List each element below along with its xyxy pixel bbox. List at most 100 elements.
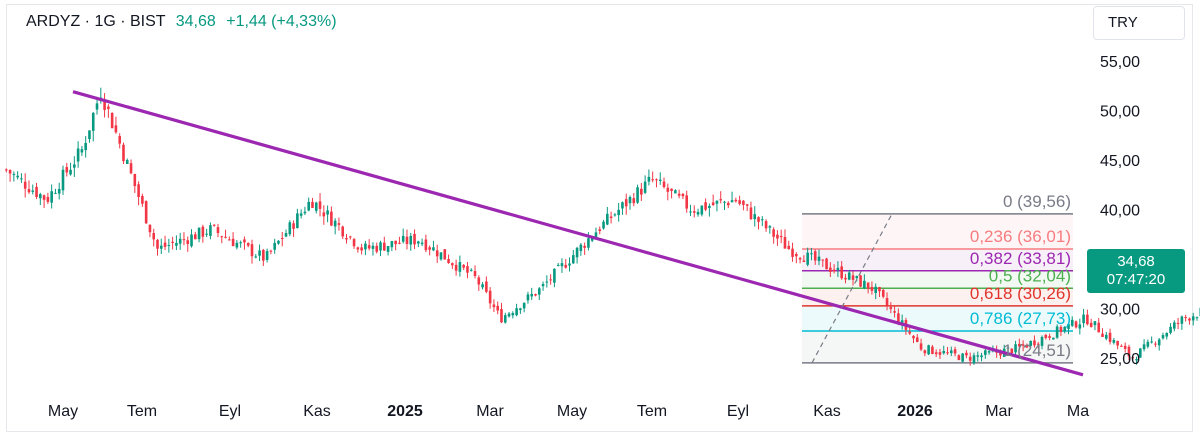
candle-body: [881, 289, 885, 297]
candle-body: [439, 252, 443, 260]
candle-body: [1120, 345, 1123, 347]
candle-body: [235, 242, 239, 248]
symbol-header: ARDYZ · 1G · BIST 34,68 +1,44 (+4,33%): [26, 13, 337, 31]
candle-body: [704, 202, 707, 210]
candle-body: [674, 190, 677, 194]
candle-body: [137, 184, 140, 198]
candle-body: [167, 244, 171, 246]
candle-body: [609, 216, 613, 219]
candle-body: [156, 239, 159, 249]
candle-body: [636, 187, 639, 203]
candle-body: [42, 195, 46, 200]
candle-body: [496, 305, 499, 311]
candle-body: [1150, 341, 1153, 343]
currency-button[interactable]: TRY: [1093, 6, 1185, 40]
candle-body: [1195, 317, 1199, 319]
candle-body: [821, 259, 825, 261]
candle-body: [80, 149, 84, 153]
candle-body: [420, 242, 424, 245]
candle-body: [1029, 341, 1032, 346]
candle-body: [488, 290, 492, 304]
candle-body: [670, 188, 673, 191]
candle-body: [447, 259, 450, 263]
candle-body: [1044, 334, 1048, 338]
candle-body: [390, 241, 394, 248]
candle-body: [1014, 344, 1017, 353]
candle-body: [152, 233, 156, 240]
fibonacci-labels: 0 (39,56) 0,236 (36,01) 0,382 (33,81)0,5 (…: [970, 192, 1071, 360]
candle-body: [700, 205, 704, 215]
time-tick: Ma: [1067, 403, 1089, 420]
candle-body: [927, 345, 930, 355]
candle-body: [791, 248, 794, 257]
candle-body: [194, 234, 197, 240]
candle-body: [953, 349, 957, 354]
candle-body: [1188, 318, 1191, 321]
candle-body: [296, 213, 299, 229]
symbol-title[interactable]: ARDYZ · 1G · BIST: [26, 13, 166, 30]
candle-body: [575, 247, 579, 258]
price-tick: 50,00: [1100, 104, 1140, 121]
candle-body: [1112, 339, 1116, 343]
candle-body: [757, 217, 760, 222]
candle-body: [345, 238, 348, 240]
candle-body: [934, 352, 938, 355]
fibonacci-levels: [802, 213, 1073, 364]
price-tag-time: 07:47:20: [1106, 271, 1166, 288]
candle-body: [893, 311, 896, 313]
trendline[interactable]: [72, 90, 1084, 377]
candle-body: [568, 263, 571, 266]
candle-body: [874, 286, 877, 293]
candle-body: [885, 298, 889, 306]
candle-body: [776, 234, 779, 239]
candle-body: [836, 267, 840, 271]
candle-body: [628, 197, 632, 204]
candle-body: [39, 194, 42, 199]
trendline-segment: [72, 90, 1084, 377]
candle-body: [417, 241, 420, 244]
candle-body: [1036, 343, 1040, 345]
candle-body: [492, 304, 496, 308]
candle-body: [367, 245, 371, 249]
candle-body: [209, 225, 212, 236]
candle-body: [541, 283, 545, 287]
time-tick: 2026: [897, 403, 933, 420]
candle-body: [148, 224, 152, 233]
candle-body: [1157, 339, 1161, 346]
candle-body: [262, 249, 265, 261]
candle-body: [258, 250, 261, 256]
candle-body: [178, 238, 182, 244]
candle-body: [662, 181, 666, 188]
candle-body: [401, 235, 405, 242]
candle-body: [912, 335, 915, 339]
candle-body: [606, 213, 609, 225]
candle-body: [458, 262, 462, 272]
candle-body: [1180, 316, 1184, 324]
candle-body: [1116, 340, 1119, 346]
candle-body: [987, 351, 991, 353]
fib-band: [802, 288, 1073, 306]
candle-body: [1173, 322, 1176, 329]
candle-body: [579, 244, 583, 252]
candle-body: [572, 255, 575, 264]
time-axis[interactable]: May Tem Eyl Kas 2025 Mar May Tem Eyl Kas 2026 Mar Ma: [48, 403, 1089, 420]
candle-body: [1048, 336, 1051, 338]
candle-body: [719, 199, 723, 201]
candle-body: [919, 343, 923, 350]
candle-body: [590, 237, 594, 241]
candle-body: [1165, 332, 1169, 337]
candle-body: [1108, 332, 1112, 342]
candle-body: [254, 256, 258, 258]
price-axis[interactable]: 55,00 50,00 45,00 40,00 30,00 25,00: [1100, 54, 1140, 368]
candle-body: [76, 148, 80, 162]
candle-body: [908, 331, 912, 334]
time-tick: Mar: [476, 403, 504, 420]
candle-body: [163, 242, 167, 247]
fib-band: [802, 270, 1073, 289]
candle-body: [617, 209, 620, 216]
candle-body: [1040, 336, 1044, 346]
candle-body: [54, 192, 57, 194]
candle-body: [413, 233, 416, 245]
time-tick: 2025: [387, 403, 423, 420]
